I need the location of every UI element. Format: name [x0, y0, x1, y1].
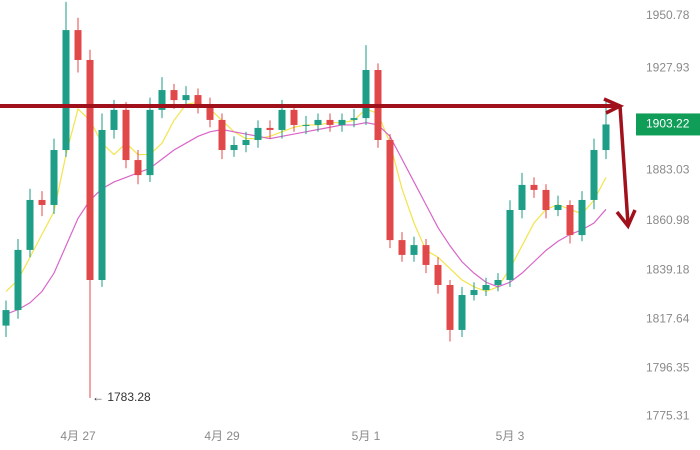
current-price-box: [636, 113, 700, 136]
y-tick-label: 1817.64: [646, 312, 690, 326]
candle-body: [194, 95, 202, 106]
candle-body: [566, 204, 574, 236]
candle-body: [122, 109, 130, 161]
x-tick-label: 5月 1: [352, 429, 381, 443]
candle-body: [410, 245, 418, 255]
candle-body: [266, 127, 274, 130]
candle-body: [134, 160, 142, 176]
candle-body: [146, 109, 154, 176]
candle-body: [554, 204, 562, 210]
y-tick-label: 1883.03: [646, 163, 690, 177]
candle-body: [578, 199, 586, 236]
candle-body: [170, 90, 178, 101]
x-tick-label: 4月 29: [204, 429, 240, 443]
candle-body: [446, 285, 454, 330]
candle-body: [278, 109, 286, 130]
candle-body: [14, 249, 22, 311]
candle-body: [2, 310, 10, 326]
candle-body: [326, 119, 334, 125]
y-tick-label: 1927.93: [646, 60, 690, 74]
candle-body: [494, 279, 502, 286]
y-tick-label: 1839.18: [646, 263, 690, 277]
candle-body: [350, 118, 358, 120]
candle-body: [50, 150, 58, 205]
candle-body: [530, 184, 538, 190]
candle-body: [482, 285, 490, 291]
trend-annotation: [0, 97, 637, 230]
candle-body: [230, 145, 238, 151]
down-arrow: [618, 105, 630, 225]
candle-body: [338, 119, 346, 125]
candle-body: [302, 124, 310, 126]
candle-body: [422, 245, 430, 265]
candle-body: [314, 119, 322, 125]
candle-body: [158, 90, 166, 110]
low-annotation: ← 1783.28: [92, 390, 151, 404]
candle-body: [362, 69, 370, 119]
candle-body: [470, 290, 478, 296]
candle-body: [218, 119, 226, 151]
candle-body: [386, 139, 394, 241]
x-tick-label: 5月 3: [496, 429, 525, 443]
candle-body: [26, 199, 34, 250]
x-tick-label: 4月 27: [60, 429, 96, 443]
candle-body: [86, 59, 94, 280]
y-tick-label: 1796.35: [646, 360, 690, 374]
y-tick-label: 1950.78: [646, 8, 690, 22]
candle-body: [290, 109, 298, 125]
candle-body: [182, 95, 190, 101]
candle-body: [98, 129, 106, 280]
candle-body: [38, 199, 46, 205]
candle-body: [254, 127, 262, 140]
candle-body: [62, 30, 70, 151]
current-price-label: 1903.22: [646, 117, 690, 131]
y-tick-label: 1860.98: [646, 213, 690, 227]
candle-body: [602, 124, 610, 151]
candle-body: [434, 264, 442, 286]
candle-body: [110, 109, 118, 130]
arrow-head: [615, 209, 637, 230]
candle-body: [518, 184, 526, 210]
candle-body: [506, 209, 514, 280]
candle-body: [542, 189, 550, 210]
y-tick-label: 1775.31: [646, 408, 690, 422]
candle-body: [590, 150, 598, 200]
candle-body: [398, 240, 406, 255]
candle-body: [242, 139, 250, 146]
candle-body: [458, 295, 466, 330]
candle-body: [206, 105, 214, 120]
candle-body: [74, 30, 82, 60]
